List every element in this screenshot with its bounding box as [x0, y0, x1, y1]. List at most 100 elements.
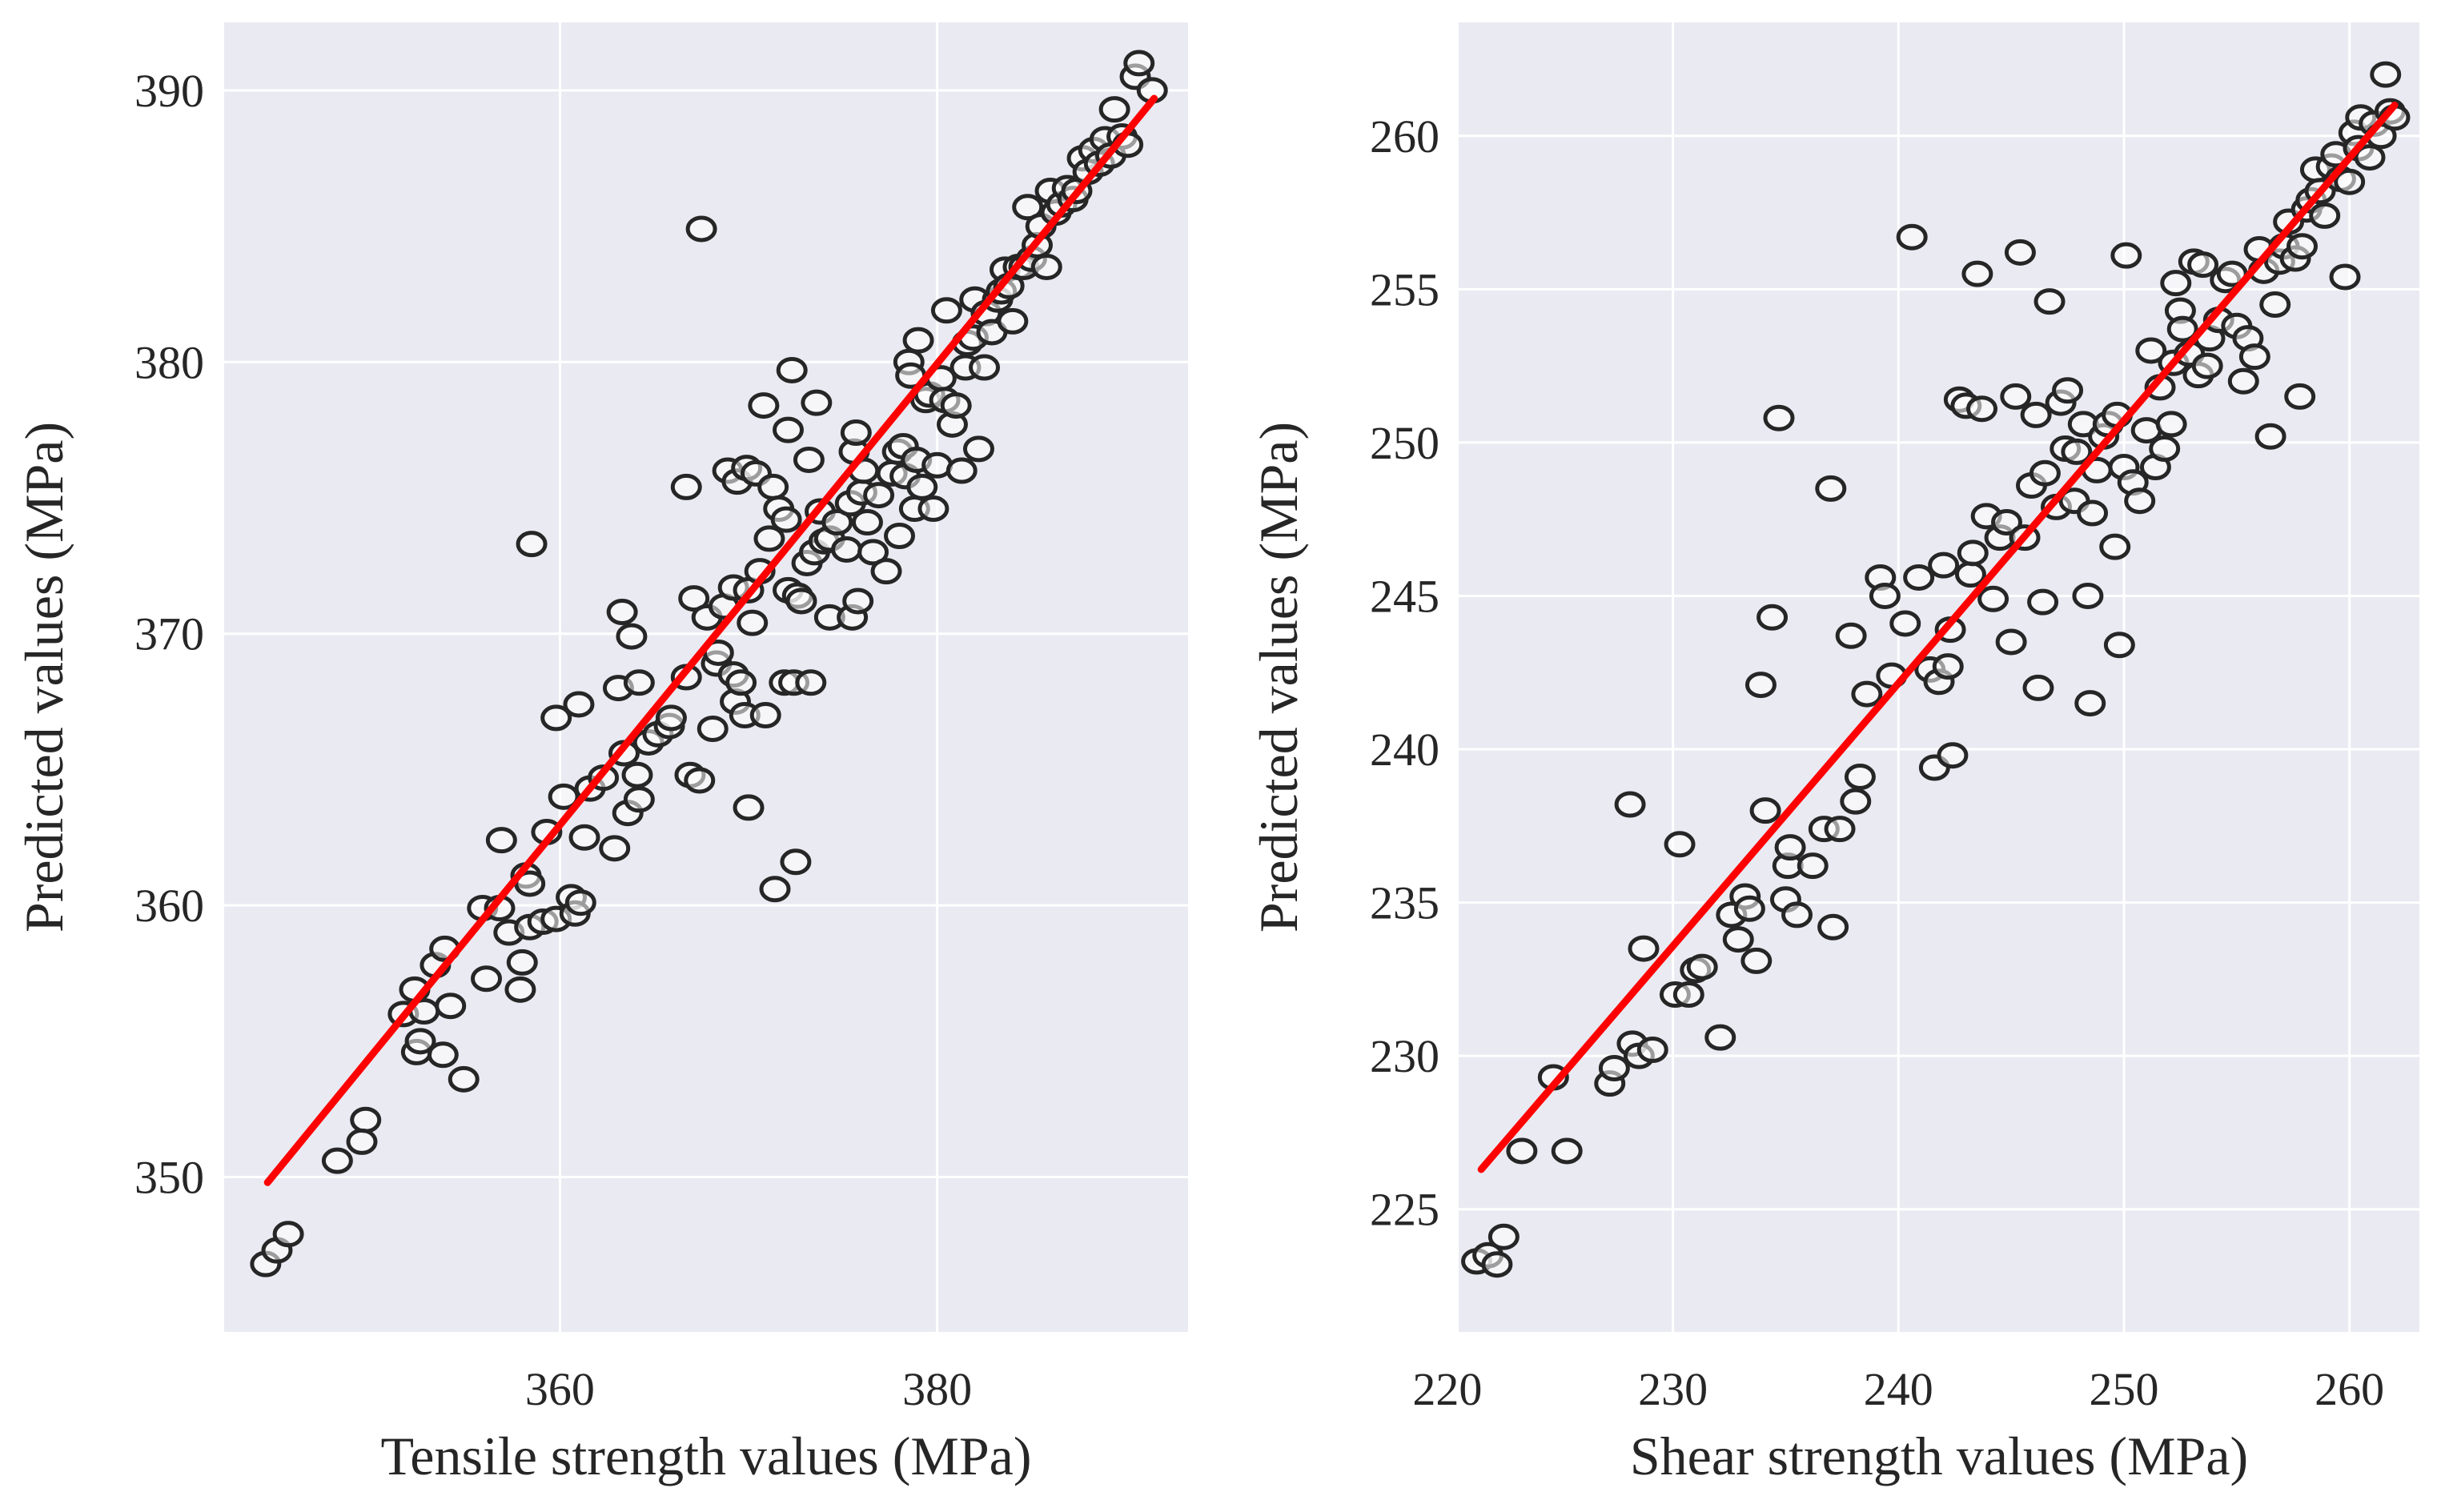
- data-point: [2110, 242, 2142, 269]
- data-point: [1598, 1055, 1630, 1082]
- data-point: [1903, 563, 1935, 591]
- data-point: [831, 535, 863, 563]
- data-point: [2020, 401, 2052, 428]
- data-point: [563, 691, 595, 718]
- data-point: [670, 473, 702, 500]
- data-point: [2022, 674, 2054, 701]
- y-tick-label: 390: [134, 65, 204, 117]
- data-point: [404, 1028, 436, 1055]
- data-point: [1928, 551, 1960, 579]
- data-point: [1506, 1137, 1538, 1165]
- x-tick-label: 260: [2315, 1363, 2384, 1415]
- tensile-scatter-panel: 360 380 350 360 370 380 390 Tensile strength va…: [14, 22, 1188, 1486]
- y-axis-label: Predicted values (MPa): [14, 422, 74, 932]
- data-point: [2254, 423, 2286, 450]
- data-point: [1824, 816, 1856, 843]
- data-point: [2034, 288, 2066, 315]
- data-point: [321, 1147, 353, 1174]
- data-point: [2286, 233, 2319, 260]
- data-point: [1869, 582, 1901, 609]
- data-point: [780, 848, 812, 876]
- y-axis-label: Predicted values (MPa): [1248, 422, 1309, 932]
- x-tick-label: 220: [1412, 1363, 1482, 1415]
- regression-line: [1477, 101, 2399, 1173]
- data-point: [2103, 632, 2135, 659]
- data-point: [471, 965, 503, 993]
- y-tick-label: 245: [1370, 570, 1439, 622]
- y-tick-label: 370: [134, 608, 204, 660]
- y-tick-label: 250: [1370, 417, 1439, 469]
- data-point: [350, 1106, 382, 1133]
- data-point: [2370, 61, 2402, 88]
- data-point: [2027, 588, 2059, 616]
- data-point: [540, 704, 572, 732]
- data-point: [1722, 926, 1754, 953]
- data-point: [2029, 459, 2061, 487]
- data-point: [621, 761, 653, 788]
- x-tick-label: 230: [1638, 1363, 1708, 1415]
- data-point: [1744, 672, 1777, 699]
- data-point: [748, 392, 780, 419]
- data-point: [1995, 628, 2027, 656]
- data-point: [930, 297, 962, 324]
- y-tick-label: 230: [1370, 1030, 1439, 1082]
- data-point: [1672, 981, 1704, 1009]
- data-point: [2329, 263, 2361, 291]
- regression-line: [263, 94, 1158, 1186]
- data-point: [753, 525, 785, 552]
- data-point: [2166, 315, 2198, 343]
- data-point: [1977, 585, 2009, 612]
- data-point: [2074, 690, 2106, 717]
- data-point: [795, 669, 827, 696]
- data-point: [902, 327, 934, 354]
- data-point: [2052, 377, 2084, 404]
- shear-scatter-panel: 220 230 240 250 260 225 230 235 240 245 250 255 260 S…: [1248, 22, 2419, 1486]
- data-point: [346, 1128, 378, 1155]
- data-point: [1012, 194, 1044, 221]
- data-point: [606, 599, 638, 626]
- y-tick-label: 380: [134, 336, 204, 388]
- data-point: [435, 993, 467, 1020]
- data-point: [737, 609, 769, 636]
- y-tick-label: 240: [1370, 724, 1439, 776]
- data-point: [749, 702, 781, 729]
- y-tick-label: 350: [134, 1152, 204, 1204]
- data-point: [506, 949, 538, 976]
- data-point: [1636, 1037, 1668, 1064]
- data-point: [1749, 797, 1781, 824]
- data-point: [2061, 438, 2093, 465]
- data-point: [655, 704, 687, 732]
- data-point: [785, 588, 817, 615]
- data-point: [504, 976, 536, 1003]
- data-point: [623, 786, 655, 813]
- data-point: [821, 509, 853, 536]
- data-point: [793, 446, 825, 473]
- data-point: [772, 416, 804, 443]
- data-point: [2160, 270, 2192, 297]
- data-point: [1851, 680, 1883, 708]
- data-point: [1756, 604, 1789, 631]
- data-point: [2149, 435, 2181, 463]
- data-point: [870, 558, 902, 585]
- data-point: [840, 419, 872, 447]
- data-point: [427, 1041, 459, 1069]
- data-point: [1966, 395, 1998, 423]
- data-point: [1614, 791, 1646, 818]
- data-point: [2354, 144, 2386, 171]
- data-point: [623, 669, 655, 696]
- data-point: [1991, 509, 2023, 536]
- data-point: [2238, 343, 2270, 371]
- data-point: [1763, 404, 1795, 431]
- data-point: [616, 623, 648, 650]
- data-point: [962, 435, 994, 463]
- data-point: [917, 495, 950, 523]
- data-point: [945, 457, 978, 484]
- data-point: [863, 482, 895, 509]
- data-point: [548, 783, 580, 810]
- data-point: [1815, 475, 1847, 502]
- data-point: [1961, 260, 1993, 287]
- data-point: [2187, 251, 2219, 279]
- y-tick-label: 255: [1370, 263, 1439, 315]
- data-point: [2155, 411, 2187, 438]
- data-point: [997, 307, 1029, 335]
